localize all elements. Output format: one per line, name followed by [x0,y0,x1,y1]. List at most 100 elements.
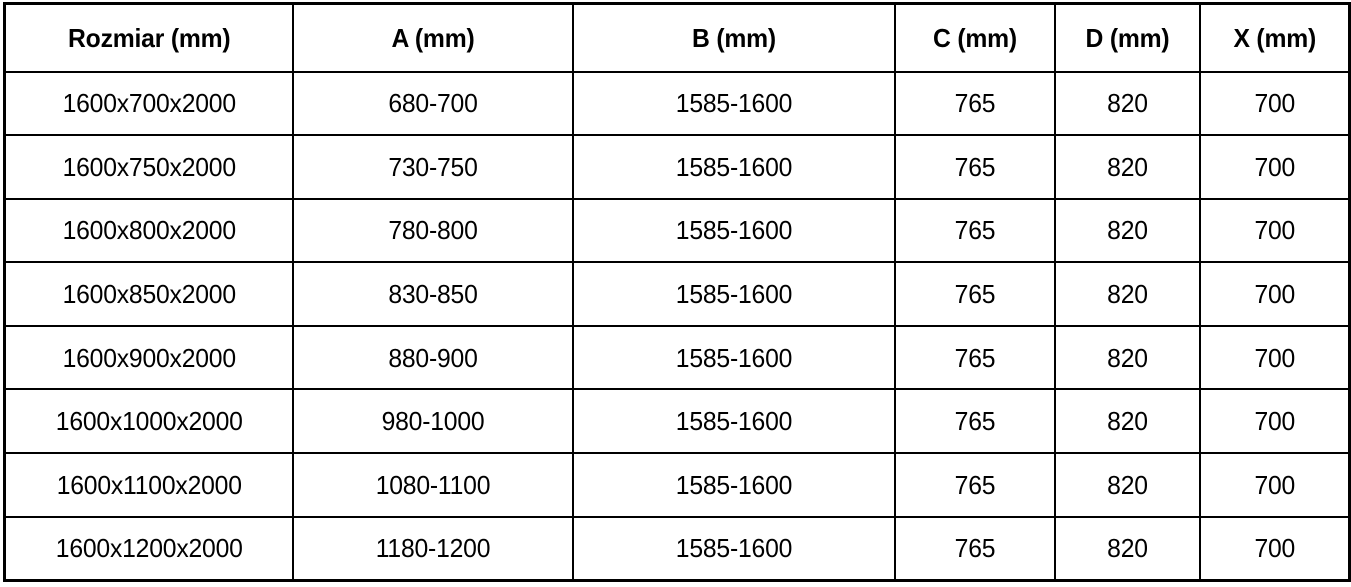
cell-c-value: 765 [954,151,995,182]
cell-x: 700 [1202,388,1347,455]
cell-d: 820 [1057,261,1197,327]
cell-x-value: 700 [1253,151,1295,182]
column-header-a: A (mm) [298,2,567,73]
column-header-c-label: C (mm) [932,22,1017,53]
cell-b: 1585-1600 [579,70,888,137]
cell-x: 700 [1202,197,1347,264]
table-row: 1600x1200x2000 1180-1200 1585-1600 765 8… [5,515,1350,582]
cell-size: 1600x850x2000 [10,261,287,327]
cell-a: 830-850 [298,261,567,327]
cell-d: 820 [1057,388,1197,455]
column-header-size: Rozmiar (mm) [10,2,287,73]
cell-c-value: 765 [954,469,995,500]
cell-d: 820 [1057,197,1197,264]
cell-c: 765 [897,261,1052,327]
cell-d-value: 820 [1106,88,1148,119]
column-header-x-label: X (mm) [1232,22,1316,53]
cell-d-value: 820 [1106,279,1148,310]
column-header-b: B (mm) [579,2,888,73]
cell-c-value: 765 [954,533,995,564]
table-row: 1600x700x2000 680-700 1585-1600 765 820 … [5,70,1350,137]
cell-b-value: 1585-1600 [675,342,792,373]
column-header-d: D (mm) [1057,2,1197,73]
cell-x: 700 [1202,134,1347,200]
cell-c: 765 [897,324,1052,391]
cell-c-value: 765 [954,342,995,373]
cell-size: 1600x1200x2000 [10,515,287,582]
cell-a-value: 880-900 [387,342,478,373]
cell-d-value: 820 [1106,151,1148,182]
cell-b: 1585-1600 [579,261,888,327]
cell-c: 765 [897,388,1052,455]
cell-d-value: 820 [1106,469,1148,500]
cell-b-value: 1585-1600 [675,279,792,310]
table-row: 1600x1000x2000 980-1000 1585-1600 765 82… [5,388,1350,455]
cell-d-value: 820 [1106,215,1148,246]
cell-a-value: 730-750 [387,151,478,182]
cell-x-value: 700 [1253,406,1295,437]
cell-b-value: 1585-1600 [675,151,792,182]
cell-x: 700 [1202,261,1347,327]
cell-a: 780-800 [298,197,567,264]
column-header-b-label: B (mm) [691,22,776,53]
cell-b: 1585-1600 [579,134,888,200]
cell-x: 700 [1202,324,1347,391]
cell-d: 820 [1057,515,1197,582]
cell-x-value: 700 [1253,215,1295,246]
cell-size-value: 1600x1200x2000 [55,533,243,564]
table-row: 1600x850x2000 830-850 1585-1600 765 820 … [5,261,1350,327]
cell-b: 1585-1600 [579,515,888,582]
cell-size: 1600x700x2000 [10,70,287,137]
cell-size-value: 1600x750x2000 [62,151,236,182]
cell-size-value: 1600x700x2000 [62,88,236,119]
cell-b: 1585-1600 [579,452,888,518]
cell-d-value: 820 [1106,406,1148,437]
cell-b-value: 1585-1600 [675,406,792,437]
column-header-x: X (mm) [1202,2,1347,73]
cell-a-value: 680-700 [387,88,478,119]
cell-a: 1080-1100 [298,452,567,518]
cell-a-value: 830-850 [387,279,478,310]
cell-size-value: 1600x1100x2000 [56,469,242,500]
cell-size: 1600x750x2000 [10,134,287,200]
cell-size: 1600x900x2000 [10,324,287,391]
cell-size-value: 1600x900x2000 [62,342,236,373]
table-body: 1600x700x2000 680-700 1585-1600 765 820 … [5,70,1350,582]
cell-c: 765 [897,197,1052,264]
cell-a: 880-900 [298,324,567,391]
cell-size: 1600x800x2000 [10,197,287,264]
column-header-size-label: Rozmiar (mm) [67,22,231,53]
cell-c: 765 [897,452,1052,518]
cell-c-value: 765 [954,406,995,437]
cell-c-value: 765 [954,88,995,119]
table-row: 1600x900x2000 880-900 1585-1600 765 820 … [5,324,1350,391]
table-row: 1600x1100x2000 1080-1100 1585-1600 765 8… [5,452,1350,518]
specification-table: Rozmiar (mm) A (mm) B (mm) C (mm) D (mm)… [3,2,1351,582]
specification-table-container: Rozmiar (mm) A (mm) B (mm) C (mm) D (mm)… [3,2,1351,582]
cell-x: 700 [1202,515,1347,582]
cell-a-value: 780-800 [387,215,478,246]
table-header-row: Rozmiar (mm) A (mm) B (mm) C (mm) D (mm)… [5,2,1350,73]
cell-a: 730-750 [298,134,567,200]
column-header-a-label: A (mm) [390,22,475,53]
cell-b: 1585-1600 [579,388,888,455]
cell-c: 765 [897,134,1052,200]
cell-size-value: 1600x1000x2000 [55,406,243,437]
cell-d: 820 [1057,134,1197,200]
cell-a: 1180-1200 [298,515,567,582]
cell-size-value: 1600x800x2000 [62,215,236,246]
table-header: Rozmiar (mm) A (mm) B (mm) C (mm) D (mm)… [5,2,1350,73]
table-row: 1600x750x2000 730-750 1585-1600 765 820 … [5,134,1350,200]
cell-x: 700 [1202,70,1347,137]
cell-c-value: 765 [954,215,995,246]
cell-x-value: 700 [1253,469,1295,500]
cell-x-value: 700 [1253,533,1295,564]
table-row: 1600x800x2000 780-800 1585-1600 765 820 … [5,197,1350,264]
cell-d-value: 820 [1106,342,1148,373]
cell-b-value: 1585-1600 [675,533,792,564]
cell-size: 1600x1000x2000 [10,388,287,455]
cell-b: 1585-1600 [579,197,888,264]
cell-c: 765 [897,70,1052,137]
cell-c-value: 765 [954,279,995,310]
cell-a: 680-700 [298,70,567,137]
